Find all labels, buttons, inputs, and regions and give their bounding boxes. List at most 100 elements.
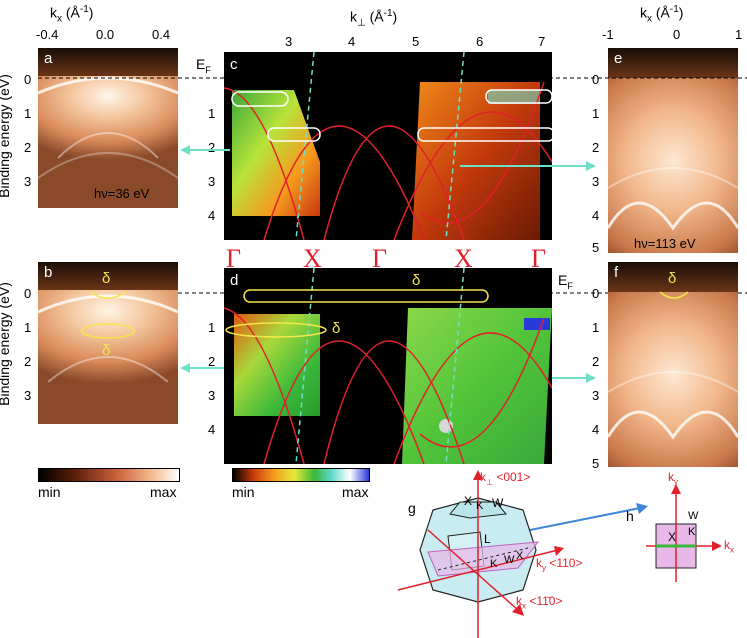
arpes-panel-e: e hν=113 eV bbox=[608, 48, 738, 253]
bz-point-x-top: X bbox=[464, 494, 473, 508]
delta-label-b2: δ bbox=[102, 342, 111, 359]
kperp-axis-label: k⊥ (Å-1) bbox=[350, 8, 398, 29]
e-tick-e-1: 1 bbox=[592, 106, 600, 121]
brillouin-zone-3d: g k⊥ <001> ky <110> kx <11̄0> X K W L K … bbox=[388, 470, 598, 638]
kx-tick-right-2: 0 bbox=[673, 27, 681, 42]
bz-point-w-side: W bbox=[504, 554, 515, 566]
e-tick-b-1: 1 bbox=[24, 320, 32, 335]
bz-kx-axis: kx <11̄0> bbox=[516, 594, 563, 611]
colorbar-left-max: max bbox=[150, 484, 177, 500]
kx-tick-right-1: -1 bbox=[602, 27, 614, 42]
binding-energy-label-top: Binding energy (eV) bbox=[0, 74, 12, 198]
panel-d-map bbox=[224, 268, 552, 464]
panel-label-f: f bbox=[614, 264, 619, 281]
kx-tick-right-3: 1 bbox=[735, 27, 743, 42]
kperp-tick-5: 5 bbox=[412, 34, 420, 49]
panel-c-map bbox=[224, 52, 552, 240]
e-tick-a-1: 1 bbox=[24, 106, 32, 121]
arpes-panel-a: a hν=36 eV bbox=[38, 48, 178, 208]
kperp-tick-4: 4 bbox=[348, 34, 356, 49]
arpes-panel-f: f δ bbox=[608, 262, 738, 467]
fermi-level-label-top: EF bbox=[196, 56, 211, 75]
e-tick-e-4: 4 bbox=[592, 208, 600, 223]
delta-label-d1: δ bbox=[412, 272, 421, 289]
e-tick-f-5: 5 bbox=[592, 456, 600, 471]
bz2d-kx-axis: kx bbox=[724, 538, 734, 555]
band-lines-a bbox=[38, 76, 178, 179]
bz-3d-drawing bbox=[397, 470, 564, 638]
colorbar-left bbox=[38, 468, 180, 482]
kx-axis-label-left: kx (Å-1) bbox=[50, 4, 94, 25]
sym-gamma-1: Γ bbox=[226, 244, 242, 273]
e-tick-d-2: 2 bbox=[208, 354, 216, 369]
panel-label-a: a bbox=[44, 50, 53, 67]
band-lines-f bbox=[608, 291, 738, 440]
kperp-tick-7: 7 bbox=[538, 34, 546, 49]
sym-x-2: X bbox=[454, 244, 473, 273]
e-tick-e-0: 0 bbox=[592, 72, 600, 87]
arpes-panel-d: d δ δ bbox=[224, 268, 552, 464]
e-tick-b-3: 3 bbox=[24, 388, 32, 403]
brillouin-zone-2d: h ky kx W X K bbox=[620, 470, 746, 584]
colorbar-middle-max: max bbox=[342, 484, 369, 500]
bz-point-x-side: X bbox=[516, 550, 524, 562]
bz2d-point-w: W bbox=[688, 510, 699, 522]
photon-energy-e: hν=113 eV bbox=[634, 236, 696, 251]
delta-label-d2: δ bbox=[332, 320, 341, 337]
e-tick-c-2: 2 bbox=[208, 140, 216, 155]
binding-energy-label-bottom: Binding energy (eV) bbox=[0, 282, 12, 406]
panel-label-b: b bbox=[44, 264, 53, 281]
e-tick-f-0: 0 bbox=[592, 286, 600, 301]
delta-label-f: δ bbox=[668, 270, 677, 287]
bz-ky-axis: ky <110> bbox=[536, 556, 583, 573]
bz-kperp-axis: k⊥ <001> bbox=[480, 470, 531, 487]
band-lines-b bbox=[38, 291, 178, 383]
e-tick-a-2: 2 bbox=[24, 140, 32, 155]
kx-axis-label-right: kx (Å-1) bbox=[640, 4, 684, 25]
e-tick-c-3: 3 bbox=[208, 174, 216, 189]
delta-label-b1: δ bbox=[102, 270, 111, 287]
panel-label-g: g bbox=[408, 500, 416, 516]
e-tick-f-1: 1 bbox=[592, 320, 600, 335]
e-tick-d-4: 4 bbox=[208, 422, 216, 437]
arpes-panel-c: c bbox=[224, 52, 552, 240]
e-tick-d-3: 3 bbox=[208, 388, 216, 403]
kx-tick-left-2: 0.0 bbox=[96, 27, 115, 42]
e-tick-b-2: 2 bbox=[24, 354, 32, 369]
bz2d-point-x: X bbox=[668, 530, 677, 544]
sym-gamma-2: Γ bbox=[372, 244, 388, 273]
sym-x-1: X bbox=[303, 244, 322, 273]
bz-point-w-top: W bbox=[492, 496, 504, 510]
e-tick-a-3: 3 bbox=[24, 174, 32, 189]
e-tick-f-3: 3 bbox=[592, 388, 600, 403]
e-tick-b-0: 0 bbox=[24, 286, 32, 301]
e-tick-e-5: 5 bbox=[592, 240, 600, 255]
sym-gamma-3: Γ bbox=[531, 244, 547, 273]
fermi-level-label-bottom: EF bbox=[558, 272, 573, 291]
bz-point-k-top: K bbox=[476, 500, 484, 512]
bz2d-point-k: K bbox=[688, 526, 696, 538]
bz-point-k-side: K bbox=[490, 558, 498, 570]
bz-point-l: L bbox=[484, 532, 491, 546]
kperp-tick-6: 6 bbox=[476, 34, 484, 49]
colorbar-left-min: min bbox=[38, 484, 61, 500]
photon-energy-a: hν=36 eV bbox=[94, 186, 150, 201]
colorbar-middle bbox=[232, 468, 370, 482]
e-tick-c-1: 1 bbox=[208, 106, 216, 121]
panel-label-d: d bbox=[230, 272, 239, 289]
e-tick-e-2: 2 bbox=[592, 140, 600, 155]
bz2d-ky-axis: ky bbox=[668, 470, 678, 487]
e-tick-e-3: 3 bbox=[592, 174, 600, 189]
e-tick-f-2: 2 bbox=[592, 354, 600, 369]
kperp-tick-3: 3 bbox=[285, 34, 293, 49]
colorbar-middle-min: min bbox=[232, 484, 255, 500]
arpes-panel-b: b δ δ bbox=[38, 262, 178, 424]
panel-label-e: e bbox=[614, 50, 623, 67]
bz-2d-drawing bbox=[646, 484, 722, 582]
panel-label-c: c bbox=[230, 56, 238, 73]
e-tick-c-4: 4 bbox=[208, 208, 216, 223]
band-lines-e bbox=[608, 167, 738, 231]
e-tick-d-1: 1 bbox=[208, 320, 216, 335]
e-tick-f-4: 4 bbox=[592, 422, 600, 437]
panel-label-h: h bbox=[626, 508, 634, 524]
